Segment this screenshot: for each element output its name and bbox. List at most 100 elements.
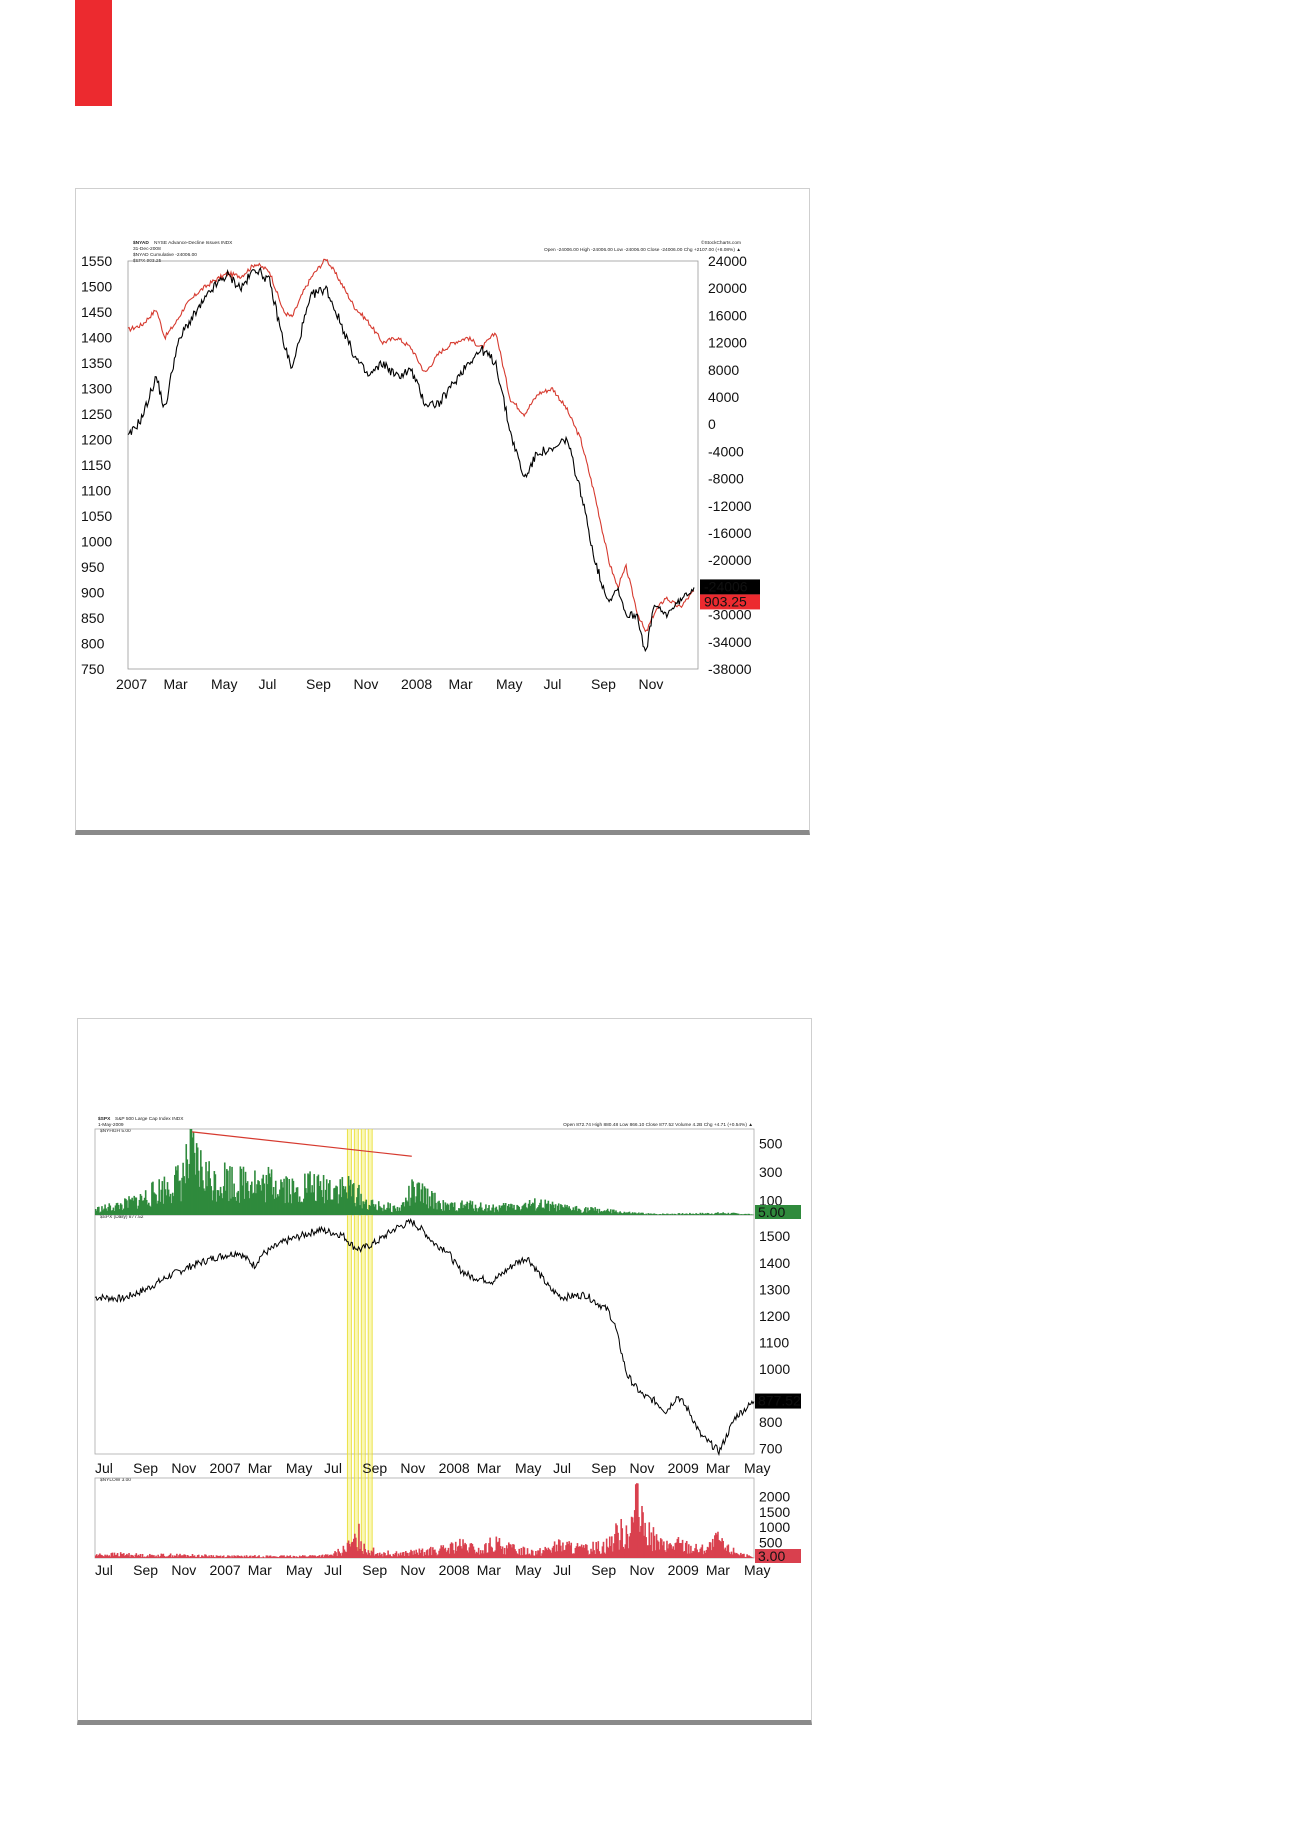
nyhgh-bar [372, 1204, 375, 1215]
nylow-bar [228, 1555, 230, 1558]
nylow-bar [627, 1548, 630, 1558]
nylow-bar [476, 1552, 479, 1558]
x-axis-tick-upper: Sep [362, 1460, 387, 1476]
nylow-bar [140, 1557, 143, 1558]
nylow-bar [706, 1546, 709, 1558]
nyhgh-bar [127, 1207, 129, 1215]
nylow-bar [206, 1556, 208, 1558]
nyhgh-bar [587, 1207, 589, 1215]
nyhgh-bar [594, 1207, 596, 1215]
nyhgh-bar [193, 1152, 196, 1215]
nylow-bar [243, 1555, 246, 1558]
chart1-date: 31-Dec-2008 [133, 246, 161, 252]
nylow-bar [686, 1553, 689, 1558]
nyhgh-bar [208, 1161, 210, 1215]
chart2-date: 1-May-2009 [98, 1122, 124, 1128]
nyhgh-bar [652, 1213, 655, 1215]
nylow-bar [649, 1545, 652, 1558]
nylow-bar [216, 1555, 219, 1558]
nylow-bar [555, 1544, 558, 1558]
nylow-bar [156, 1557, 158, 1558]
nyhgh-bar [482, 1210, 484, 1215]
nyhgh-bar [635, 1213, 638, 1215]
nylow-bar [464, 1542, 466, 1558]
nylow-bar [238, 1556, 241, 1558]
nyhgh-bar [505, 1210, 508, 1215]
nylow-bar [151, 1554, 153, 1558]
nylow-bar [388, 1554, 390, 1558]
nyhgh-bar [238, 1202, 241, 1215]
nyhgh-bar [603, 1210, 606, 1215]
nylow-bar [292, 1555, 295, 1558]
nyhgh-bar [286, 1177, 288, 1215]
nylow-bar [483, 1553, 485, 1558]
nylow-bar [467, 1552, 470, 1558]
nyhgh-bar [457, 1211, 459, 1215]
nyhgh-bar [435, 1202, 437, 1215]
nyhgh-bar [324, 1189, 327, 1215]
nyhgh-bar [204, 1190, 206, 1215]
nyhgh-bar [306, 1192, 308, 1215]
nyhgh-bar [165, 1195, 168, 1215]
nylow-bar [720, 1541, 722, 1558]
nylow-bar [349, 1546, 352, 1558]
nylow-bar [217, 1555, 220, 1558]
nylow-bar [573, 1553, 576, 1558]
x-axis-tick-upper: Nov [400, 1460, 425, 1476]
nyhgh-bar [138, 1199, 141, 1215]
nylow-bar [435, 1552, 437, 1558]
spx-axis-tick: 1000 [759, 1361, 790, 1377]
nyhgh-bar [718, 1213, 720, 1215]
nyhgh-bar [221, 1198, 224, 1215]
nyhgh-bar [607, 1210, 610, 1215]
nylow-bar [260, 1557, 262, 1558]
nylow-bar [224, 1557, 227, 1558]
nyhgh-bar [257, 1180, 259, 1215]
accent-block [75, 0, 112, 106]
nyhgh-bar [707, 1213, 710, 1215]
nylow-bar [186, 1555, 189, 1558]
nyhgh-bar [304, 1173, 306, 1215]
nylow-bar [223, 1557, 226, 1558]
nyhgh-bar [445, 1205, 448, 1215]
nyhgh-bar [183, 1176, 185, 1215]
nylow-bar [550, 1552, 553, 1558]
nylow-bar [229, 1556, 231, 1558]
nyhgh-bar [566, 1204, 568, 1215]
nyhgh-bar [511, 1204, 513, 1215]
nylow-bar [678, 1542, 681, 1558]
nylow-legend: $NYLOW 3.00 [100, 1477, 131, 1483]
nylow-bar [181, 1555, 183, 1558]
nylow-bar [431, 1555, 433, 1558]
nylow-bar [465, 1544, 467, 1558]
nyhgh-bar [700, 1214, 703, 1215]
nylow-bar [454, 1541, 457, 1558]
nylow-bar [741, 1554, 743, 1558]
nyhgh-bar [106, 1210, 108, 1215]
highlight-band [368, 1129, 373, 1558]
spx-axis-tick: 1300 [759, 1281, 790, 1297]
nyhgh-bar [333, 1188, 335, 1215]
nylow-bar [458, 1545, 460, 1558]
nyhgh-bar [686, 1214, 689, 1215]
nylow-bar [312, 1555, 314, 1558]
nyhgh-bar [444, 1202, 447, 1215]
nyhgh-bar [354, 1202, 356, 1215]
nylow-bar [277, 1556, 279, 1558]
nylow-bar [375, 1553, 378, 1558]
x-axis-tick-upper: May [286, 1460, 312, 1476]
nylow-bar [329, 1554, 331, 1558]
nyhgh-bar [222, 1186, 225, 1215]
nylow-bar [261, 1557, 264, 1558]
nyhgh-bar [263, 1183, 266, 1215]
nylow-bar [390, 1556, 393, 1558]
nylow-bar [558, 1540, 561, 1558]
nyhgh-bar [484, 1208, 486, 1215]
nylow-bar [592, 1541, 594, 1558]
nyhgh-bar [190, 1129, 193, 1215]
x-axis-tick-lower: Mar [706, 1562, 730, 1578]
nylow-bar [198, 1557, 201, 1558]
nylow-bar [450, 1542, 453, 1558]
nylow-bar [313, 1555, 316, 1558]
nyhgh-bar [292, 1180, 295, 1215]
